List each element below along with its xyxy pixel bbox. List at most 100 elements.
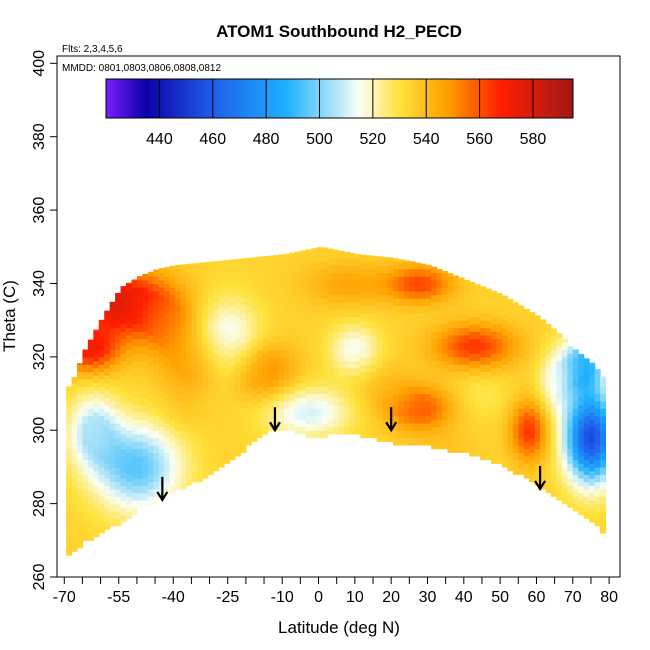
colorbar-segment (142, 79, 147, 118)
field-cell (392, 378, 400, 387)
field-cell (343, 360, 350, 369)
field-cell (93, 441, 100, 450)
field-cell (431, 323, 438, 332)
field-cell (322, 276, 329, 285)
field-cell (545, 433, 552, 442)
field-cell (234, 389, 242, 398)
field-cell (360, 349, 367, 358)
field-cell (496, 433, 503, 442)
field-cell (98, 510, 105, 519)
field-cell (82, 415, 89, 424)
field-cell (213, 272, 220, 281)
field-cell (463, 305, 470, 314)
colorbar-segment (289, 79, 294, 118)
field-cell (153, 466, 160, 475)
field-cell (76, 444, 84, 453)
field-cell (240, 437, 247, 446)
field-cell (550, 488, 558, 497)
field-cell (474, 301, 481, 310)
field-cell (360, 298, 367, 307)
field-cell (289, 327, 296, 336)
field-cell (572, 415, 579, 424)
field-cell (382, 265, 389, 274)
field-cell (594, 378, 601, 387)
field-cell (523, 441, 530, 450)
field-cell (338, 301, 345, 310)
field-cell (354, 265, 361, 274)
field-cell (382, 309, 389, 318)
field-cell (545, 470, 552, 479)
field-cell (202, 345, 209, 354)
field-cell (474, 411, 481, 420)
field-cell (338, 309, 345, 318)
field-cell (98, 393, 105, 402)
field-cell (115, 503, 122, 512)
colorbar-segment (256, 79, 260, 118)
field-cell (507, 441, 514, 450)
field-cell (442, 287, 449, 296)
field-cell (267, 364, 274, 373)
field-cell (501, 393, 508, 402)
field-cell (153, 393, 160, 402)
field-cell (278, 290, 285, 299)
field-cell (202, 331, 209, 340)
field-cell (409, 364, 416, 373)
field-cell (82, 466, 89, 475)
field-cell (409, 386, 416, 395)
field-cell (529, 430, 536, 439)
field-cell (469, 282, 476, 288)
field-cell (316, 305, 323, 314)
field-cell (420, 364, 427, 373)
field-cell (202, 404, 209, 413)
field-cell (115, 327, 122, 336)
field-cell (294, 257, 301, 266)
colorbar-segment (396, 79, 401, 118)
field-cell (213, 397, 220, 406)
field-cell (158, 411, 165, 420)
x-axis-label: Latitude (deg N) (278, 618, 400, 637)
field-cell (76, 496, 84, 505)
field-cell (191, 393, 198, 402)
field-cell (305, 305, 312, 314)
field-cell (578, 397, 585, 406)
field-cell (343, 301, 350, 310)
field-cell (360, 276, 367, 285)
field-cell (71, 477, 78, 486)
field-cell (180, 320, 187, 329)
field-cell (420, 283, 427, 292)
field-cell (196, 378, 203, 387)
field-cell (104, 353, 111, 362)
field-cell (87, 364, 94, 373)
field-cell (485, 349, 492, 358)
field-cell (218, 430, 225, 439)
field-cell (131, 441, 138, 450)
field-cell (436, 323, 443, 332)
field-cell (403, 260, 410, 263)
field-cell (153, 276, 160, 285)
field-cell (284, 349, 291, 358)
field-cell (556, 426, 563, 435)
colorbar-segment (186, 79, 190, 118)
field-cell (431, 397, 438, 406)
field-cell (109, 430, 116, 439)
field-cell (126, 481, 133, 490)
field-cell (115, 474, 122, 483)
field-cell (82, 364, 89, 373)
field-cell (376, 294, 383, 303)
field-cell (561, 349, 568, 358)
arrow-marker (385, 407, 398, 433)
field-cell (93, 331, 100, 340)
field-cell (420, 393, 427, 402)
field-cell (442, 382, 449, 391)
field-cell (311, 290, 318, 299)
field-cell (327, 353, 334, 362)
colorbar-segment (132, 79, 137, 118)
field-cell (507, 382, 514, 391)
field-cell (126, 459, 133, 468)
field-cell (311, 248, 318, 255)
field-cell (594, 393, 601, 402)
field-cell (392, 400, 400, 409)
field-cell (185, 382, 192, 391)
field-cell (518, 327, 525, 336)
field-cell (104, 389, 111, 398)
